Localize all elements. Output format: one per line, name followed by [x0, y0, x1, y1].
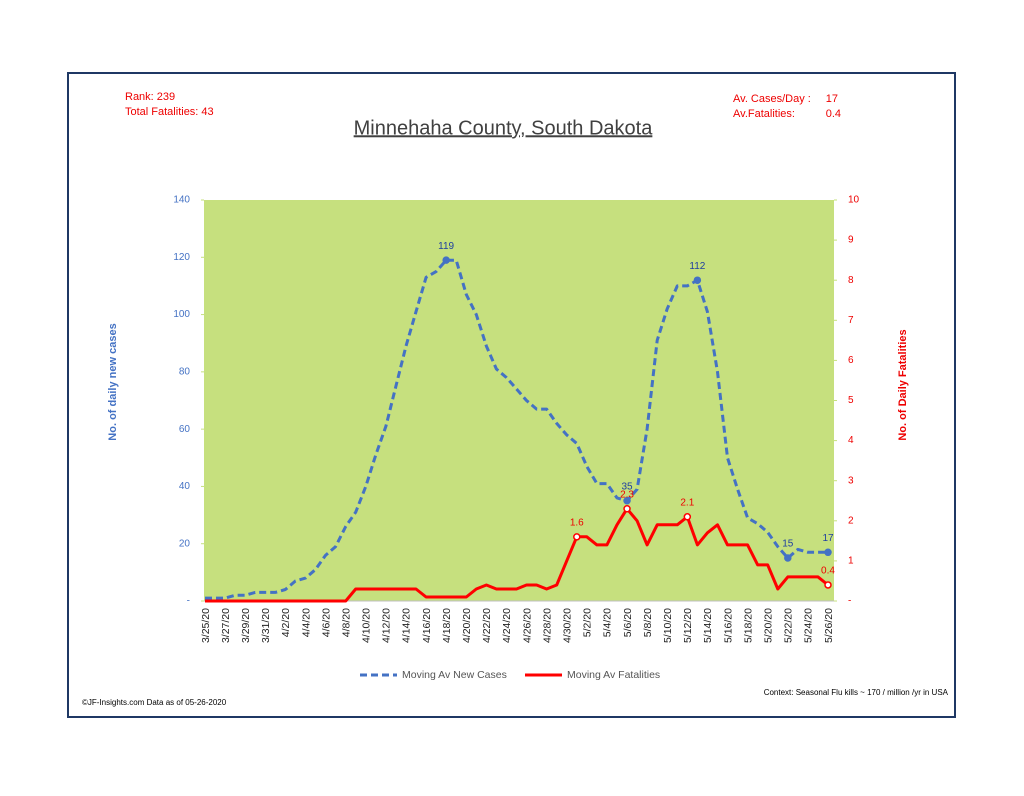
y2-tick-label: 5: [848, 395, 854, 406]
x-tick-label: 5/8/20: [642, 608, 654, 637]
data-label: 2.1: [680, 497, 694, 508]
y2-tick-label: 2: [848, 515, 854, 526]
x-tick-label: 3/27/20: [220, 608, 232, 643]
y-tick-label: 80: [179, 366, 191, 377]
data-label: 112: [689, 261, 705, 272]
series-line: [205, 258, 828, 600]
y-axis-label: No. of daily new cases: [107, 323, 119, 440]
y2-tick-label: 8: [848, 275, 854, 286]
point-marker: [784, 554, 792, 562]
plot-area: [204, 200, 834, 601]
data-label: 119: [438, 241, 454, 252]
x-tick-label: 5/10/20: [662, 608, 674, 643]
av-cases-label: Av. Cases/Day :: [733, 93, 811, 105]
av-cases-value: 17: [826, 93, 838, 105]
x-tick-label: 5/2/20: [582, 608, 594, 637]
x-tick-label: 4/20/20: [461, 608, 473, 643]
data-label: 2.3: [620, 489, 634, 500]
point-marker: [573, 533, 581, 541]
y2-tick-label: -: [848, 596, 851, 607]
copyright: ©JF-Insights.com Data as of 05-26-2020: [82, 698, 227, 707]
x-tick-label: 4/10/20: [361, 608, 373, 643]
av-fatalities-label: Av.Fatalities:: [733, 108, 795, 120]
point-marker: [623, 497, 631, 505]
x-tick-label: 4/12/20: [381, 608, 393, 643]
y2-tick-label: 4: [848, 435, 854, 446]
x-tick-label: 4/2/20: [280, 608, 292, 637]
point-marker: [623, 505, 631, 513]
x-tick-label: 5/20/20: [762, 608, 774, 643]
context: Context: Seasonal Flu kills ~ 170 / mill…: [764, 688, 949, 697]
x-tick-label: 5/12/20: [682, 608, 694, 643]
x-tick-label: 5/24/20: [803, 608, 815, 643]
data-label: 35: [621, 481, 633, 492]
x-tick-label: 4/26/20: [521, 608, 533, 643]
point-marker: [824, 548, 832, 557]
y-tick-label: 60: [179, 424, 191, 435]
x-tick-label: 5/18/20: [742, 608, 754, 643]
x-tick-label: 5/16/20: [722, 608, 734, 643]
x-tick-label: 4/28/20: [541, 608, 553, 643]
y-tick-label: 20: [179, 538, 191, 549]
x-tick-label: 4/4/20: [300, 608, 312, 637]
y2-tick-label: 6: [848, 355, 854, 366]
x-tick-label: 5/14/20: [702, 608, 714, 643]
y2-tick-label: 3: [848, 475, 854, 486]
y-tick-label: 140: [173, 195, 190, 206]
y2-tick-label: 1: [848, 556, 854, 567]
x-tick-label: 4/8/20: [340, 608, 352, 637]
point-marker: [824, 581, 832, 589]
y2-axis-label: No. of Daily Fatalities: [897, 329, 909, 440]
point-marker: [442, 256, 450, 264]
av-fatalities-value: 0.4: [826, 108, 841, 120]
x-tick-label: 5/4/20: [602, 608, 614, 637]
total-fatalities: Total Fatalities: 43: [125, 106, 214, 118]
y-tick-label: 120: [173, 252, 190, 263]
x-tick-label: 4/18/20: [441, 608, 453, 643]
x-tick-label: 5/26/20: [823, 608, 835, 643]
chart-title: Minnehaha County, South Dakota: [354, 117, 654, 139]
point-marker: [693, 276, 702, 284]
x-tick-label: 4/16/20: [421, 608, 433, 643]
x-tick-label: 4/6/20: [320, 608, 332, 637]
data-label: 1.6: [570, 517, 584, 528]
x-tick-label: 5/6/20: [622, 608, 634, 637]
data-label: 17: [822, 533, 834, 544]
x-tick-label: 4/24/20: [501, 608, 513, 643]
x-tick-label: 4/30/20: [562, 608, 574, 643]
data-label: 15: [782, 539, 794, 550]
rank: Rank: 239: [125, 91, 175, 103]
x-tick-label: 4/14/20: [401, 608, 413, 643]
y-tick-label: -: [187, 596, 190, 607]
series-line: [205, 507, 829, 603]
y-tick-label: 40: [179, 481, 191, 492]
point-marker: [683, 513, 692, 521]
y2-tick-label: 10: [848, 195, 860, 206]
legend-label: Moving Av New Cases: [402, 669, 507, 681]
x-tick-label: 4/22/20: [481, 608, 493, 643]
y2-tick-label: 9: [848, 235, 854, 246]
y-tick-label: 100: [173, 309, 190, 320]
y2-tick-label: 7: [848, 315, 854, 326]
x-tick-label: 3/25/20: [200, 608, 212, 643]
legend-label: Moving Av Fatalities: [567, 669, 660, 681]
x-tick-label: 3/31/20: [260, 608, 272, 643]
x-tick-label: 3/29/20: [240, 608, 252, 643]
data-label: 0.4: [821, 566, 835, 577]
x-tick-label: 5/22/20: [783, 608, 795, 643]
